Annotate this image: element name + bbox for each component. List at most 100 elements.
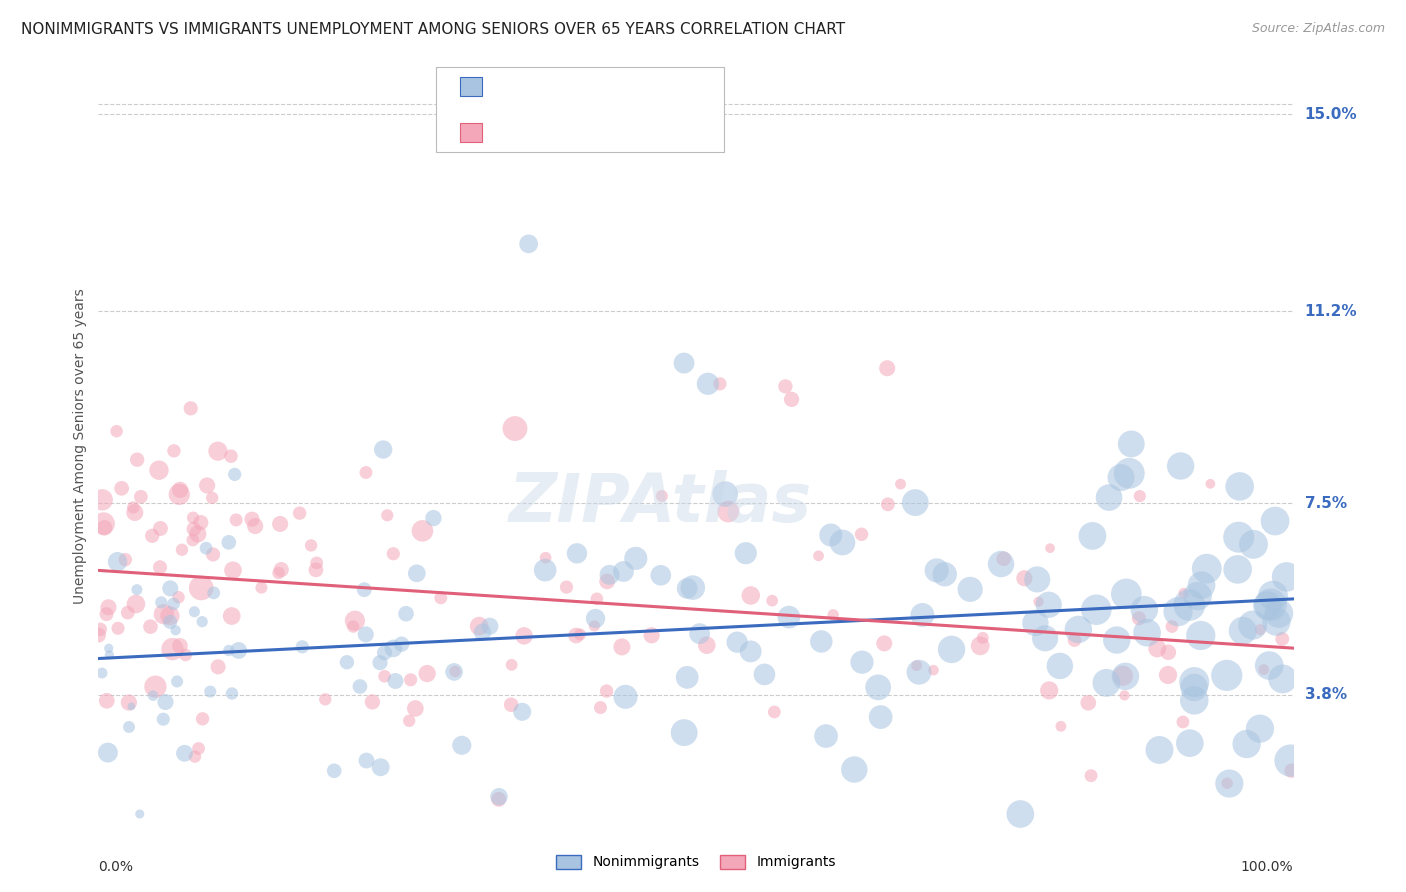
Point <box>815 729 838 743</box>
Point <box>1161 619 1184 633</box>
Point <box>534 563 557 577</box>
Point <box>288 506 311 520</box>
Point <box>225 513 247 527</box>
Point <box>181 533 204 547</box>
Point <box>714 487 737 501</box>
Point <box>1253 663 1275 677</box>
Point <box>513 629 536 643</box>
Point <box>361 695 384 709</box>
Text: 141: 141 <box>623 128 652 143</box>
Point <box>1157 645 1180 659</box>
Point <box>1182 675 1205 690</box>
Point <box>501 698 523 712</box>
Point <box>97 641 120 656</box>
Point <box>267 566 290 580</box>
Point <box>1010 807 1032 822</box>
Point <box>382 547 405 561</box>
Point <box>1063 633 1085 648</box>
Point <box>1136 625 1159 640</box>
Point <box>1275 570 1298 584</box>
Point <box>207 660 229 674</box>
Point <box>405 566 427 581</box>
Point <box>1265 615 1288 629</box>
Point <box>934 567 956 582</box>
Point <box>780 392 803 407</box>
Point <box>510 705 533 719</box>
Point <box>1249 722 1271 736</box>
Point <box>651 489 673 503</box>
Point <box>1229 479 1251 493</box>
Point <box>1114 669 1136 683</box>
Point <box>1249 623 1271 637</box>
Point <box>118 720 141 734</box>
Point <box>430 591 453 605</box>
Point <box>187 527 209 541</box>
Point <box>565 629 588 643</box>
Point <box>354 627 377 641</box>
Point <box>152 712 174 726</box>
Point <box>969 639 991 653</box>
Point <box>1149 743 1171 757</box>
Legend: Nonimmigrants, Immigrants: Nonimmigrants, Immigrants <box>550 847 842 876</box>
Point <box>610 640 633 654</box>
Point <box>314 692 336 706</box>
Point <box>1067 623 1090 637</box>
Point <box>1121 437 1143 451</box>
Point <box>1038 683 1060 698</box>
Point <box>889 477 911 491</box>
Point <box>1216 668 1239 682</box>
Point <box>1028 595 1050 609</box>
Point <box>105 424 128 438</box>
Point <box>411 524 433 538</box>
Point <box>640 628 662 642</box>
Point <box>740 589 762 603</box>
Point <box>180 401 202 416</box>
Point <box>775 379 797 393</box>
Y-axis label: Unemployment Among Seniors over 65 years: Unemployment Among Seniors over 65 years <box>73 288 87 604</box>
Point <box>595 684 617 698</box>
Text: 3.8%: 3.8% <box>1305 688 1347 702</box>
Text: ZIPAtlas: ZIPAtlas <box>509 470 811 536</box>
Point <box>201 491 224 505</box>
Text: 0.0%: 0.0% <box>98 860 134 874</box>
Point <box>128 807 150 822</box>
Point <box>1279 754 1302 768</box>
Point <box>555 580 578 594</box>
Text: N =: N = <box>583 83 614 97</box>
Point <box>416 666 439 681</box>
Point <box>1187 589 1209 603</box>
Point <box>1260 598 1282 612</box>
Point <box>673 725 696 739</box>
Point <box>269 516 291 531</box>
Point <box>139 620 162 634</box>
Point <box>754 667 776 681</box>
Point <box>478 619 501 633</box>
Point <box>1026 573 1049 587</box>
Point <box>162 597 184 611</box>
Point <box>148 463 170 477</box>
Point <box>150 595 173 609</box>
Point <box>149 521 172 535</box>
Point <box>1171 714 1194 729</box>
Point <box>356 754 378 768</box>
Point <box>1232 624 1254 638</box>
Point <box>586 591 609 606</box>
Point <box>851 655 873 669</box>
Point <box>697 376 720 391</box>
Point <box>908 665 931 680</box>
Point <box>141 529 163 543</box>
Point <box>1173 586 1195 600</box>
Point <box>1227 530 1250 544</box>
Point <box>374 669 396 683</box>
Text: 15.0%: 15.0% <box>1305 107 1357 122</box>
Point <box>614 690 637 704</box>
Point <box>222 563 245 577</box>
Point <box>443 665 465 679</box>
Point <box>145 680 167 694</box>
Point <box>129 490 152 504</box>
Point <box>1050 719 1073 733</box>
Point <box>250 581 273 595</box>
Point <box>1170 458 1192 473</box>
Point <box>125 582 148 597</box>
Point <box>305 563 328 577</box>
